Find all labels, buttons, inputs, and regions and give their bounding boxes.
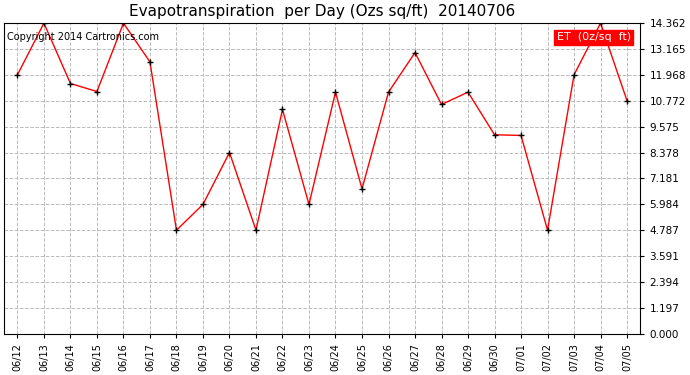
Text: Copyright 2014 Cartronics.com: Copyright 2014 Cartronics.com: [8, 32, 159, 42]
Title: Evapotranspiration  per Day (Ozs sq/ft)  20140706: Evapotranspiration per Day (Ozs sq/ft) 2…: [129, 4, 515, 19]
Text: ET  (0z/sq  ft): ET (0z/sq ft): [557, 32, 631, 42]
